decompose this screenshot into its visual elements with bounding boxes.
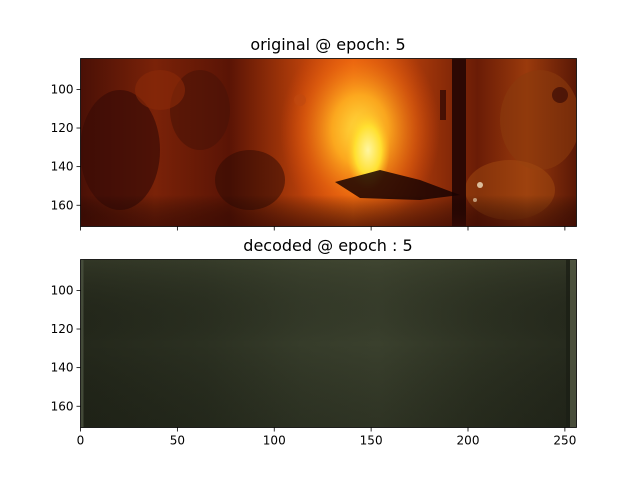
y-tick-label: 100	[51, 283, 74, 297]
decoded-title: decoded @ epoch : 5	[243, 236, 412, 255]
original-frame	[80, 58, 577, 227]
original-image	[80, 58, 577, 227]
x-tick-label: 250	[553, 434, 576, 448]
y-tick-label: 160	[51, 198, 74, 212]
decoded-y-axis: 100 120 140 160	[51, 283, 81, 413]
original-y-axis: 100 120 140 160	[51, 82, 81, 212]
decoded-image	[80, 259, 577, 428]
original-title: original @ epoch: 5	[250, 35, 405, 54]
y-tick-label: 100	[51, 82, 74, 96]
y-tick-label: 160	[51, 399, 74, 413]
decoded-x-axis: 0 50 100 150 200 250	[77, 427, 576, 448]
original-x-axis	[80, 226, 566, 231]
x-tick-label: 150	[360, 434, 383, 448]
x-tick-label: 200	[457, 434, 480, 448]
y-tick-label: 140	[51, 361, 74, 375]
x-tick-label: 50	[170, 434, 185, 448]
y-tick-label: 120	[51, 121, 74, 135]
x-tick-label: 0	[77, 434, 85, 448]
y-tick-label: 140	[51, 160, 74, 174]
x-tick-label: 100	[263, 434, 286, 448]
decoded-frame	[80, 259, 577, 428]
y-tick-label: 120	[51, 322, 74, 336]
